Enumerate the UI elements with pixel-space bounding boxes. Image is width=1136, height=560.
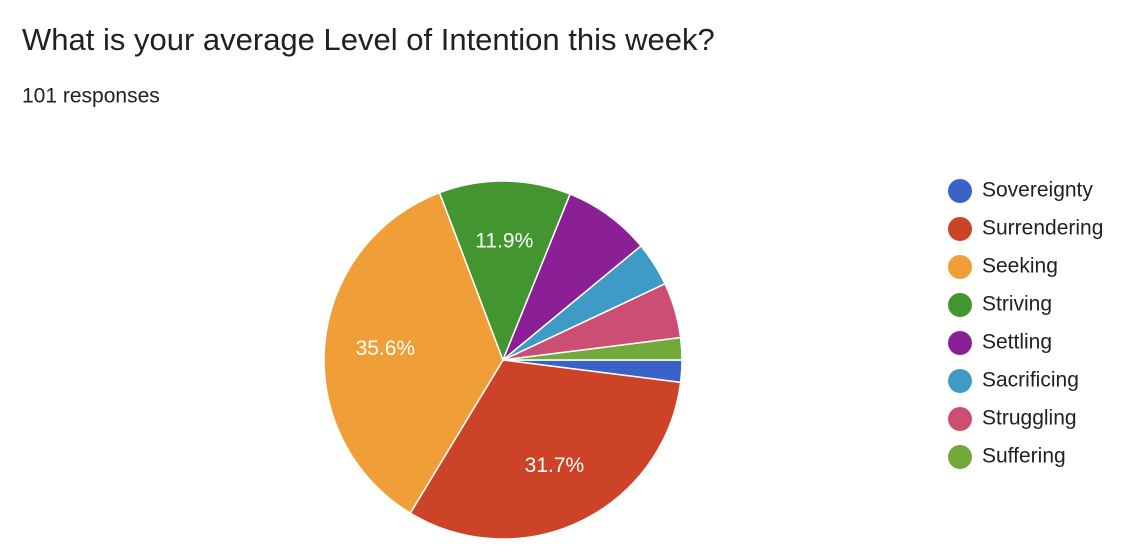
legend-marker — [948, 179, 972, 203]
legend-label: Settling — [982, 331, 1052, 354]
legend-label: Suffering — [982, 445, 1066, 468]
chart-title: What is your average Level of Intention … — [22, 22, 715, 57]
legend-marker — [948, 445, 972, 469]
legend-label: Seeking — [982, 255, 1058, 278]
slice-label: 31.7% — [525, 454, 585, 477]
legend-marker — [948, 293, 972, 317]
legend-marker — [948, 331, 972, 355]
pie-slice — [502, 336, 683, 361]
legend-label: Struggling — [982, 407, 1077, 430]
slice-label: 11.9% — [475, 229, 533, 252]
subtitle: 101 responses — [22, 85, 160, 108]
legend-label: Surrendering — [982, 217, 1103, 240]
legend-label: Sacrificing — [982, 369, 1079, 392]
legend-marker — [948, 217, 972, 241]
legend-marker — [948, 407, 972, 431]
pie-slice — [323, 191, 504, 515]
pie-slice — [409, 359, 682, 540]
pie-slice — [438, 180, 572, 363]
legend-label: Sovereignty — [982, 179, 1093, 202]
slice-label: 35.6% — [356, 337, 416, 360]
legend-marker — [948, 255, 972, 279]
legend-label: Striving — [982, 293, 1052, 316]
legend-marker — [948, 369, 972, 393]
